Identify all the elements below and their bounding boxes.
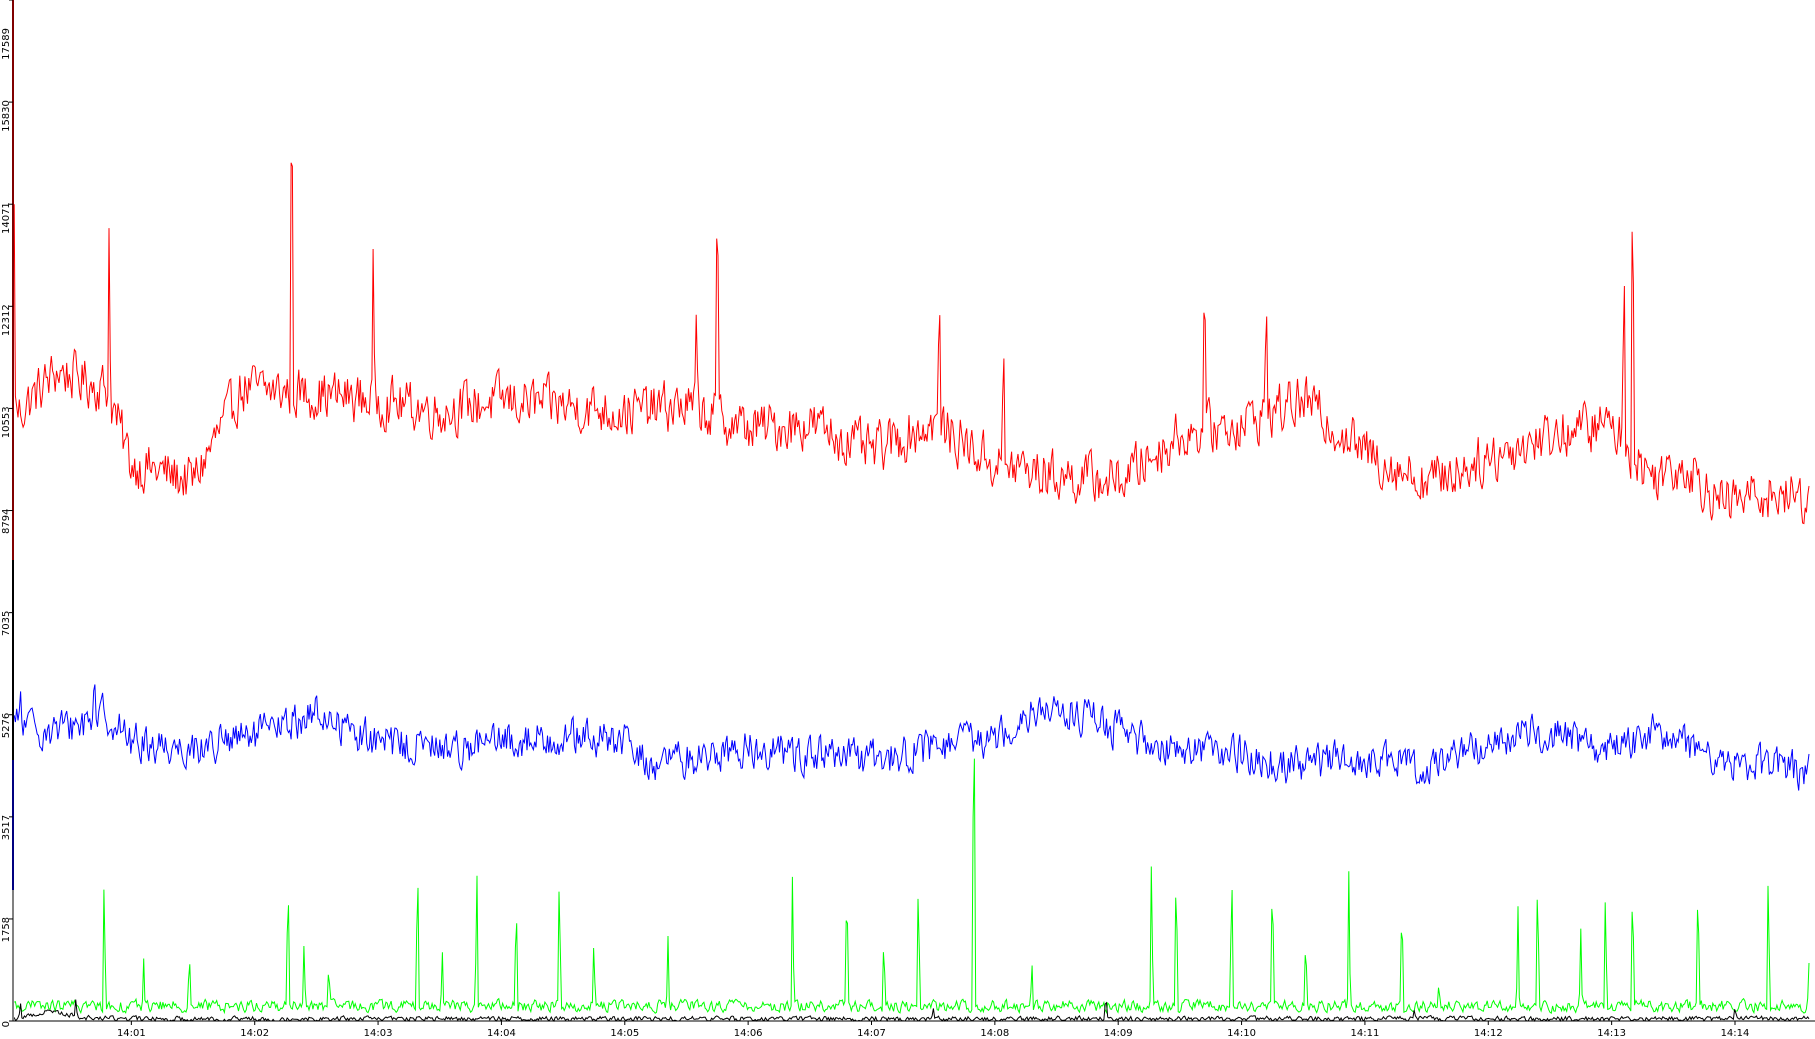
x-tick-label: 14:01 [117,1028,146,1039]
series-line-3 [14,758,1810,1015]
series-line-1 [13,162,1810,525]
y-tick-label: 3517 [1,815,12,840]
x-tick-label: 14:07 [857,1028,886,1039]
x-tick-label: 14:12 [1474,1028,1503,1039]
x-tick-label: 14:11 [1351,1028,1380,1039]
y-tick-label: 17589 [1,28,12,60]
y-tick-label: 0 [1,1021,12,1027]
x-tick-label: 14:03 [364,1028,393,1039]
x-tick-label: 14:09 [1104,1028,1133,1039]
y-tick-label: 7035 [1,611,12,636]
y-tick-label: 12312 [1,304,12,336]
y-ticks: 0 1758 3517 5276 7035 8794 10553 12312 14071 1583… [1,0,13,1027]
x-tick-label: 14:14 [1721,1028,1750,1039]
x-tick-label: 14:13 [1597,1028,1626,1039]
axes-layer [12,0,1815,1022]
x-tick-label: 14:04 [487,1028,516,1039]
x-ticks: 14:01 14:02 14:03 14:04 14:05 14:06 14:07 14:08… [117,1021,1749,1039]
y-tick-label: 8794 [1,509,12,534]
series-line-4 [13,999,1810,1023]
x-tick-label: 14:05 [610,1028,639,1039]
y-tick-label: 1758 [1,917,12,942]
y-tick-label: 5276 [1,713,12,738]
series-layer [12,0,1810,1023]
y-tick-label: 15830 [1,100,12,132]
x-tick-label: 14:10 [1227,1028,1256,1039]
x-tick-label: 14:06 [734,1028,763,1039]
y-tick-label: 10553 [1,406,12,438]
y-tick-label: 14071 [1,202,12,234]
series-line-2 [13,684,1810,791]
x-tick-label: 14:02 [240,1028,269,1039]
x-tick-label: 14:08 [980,1028,1009,1039]
